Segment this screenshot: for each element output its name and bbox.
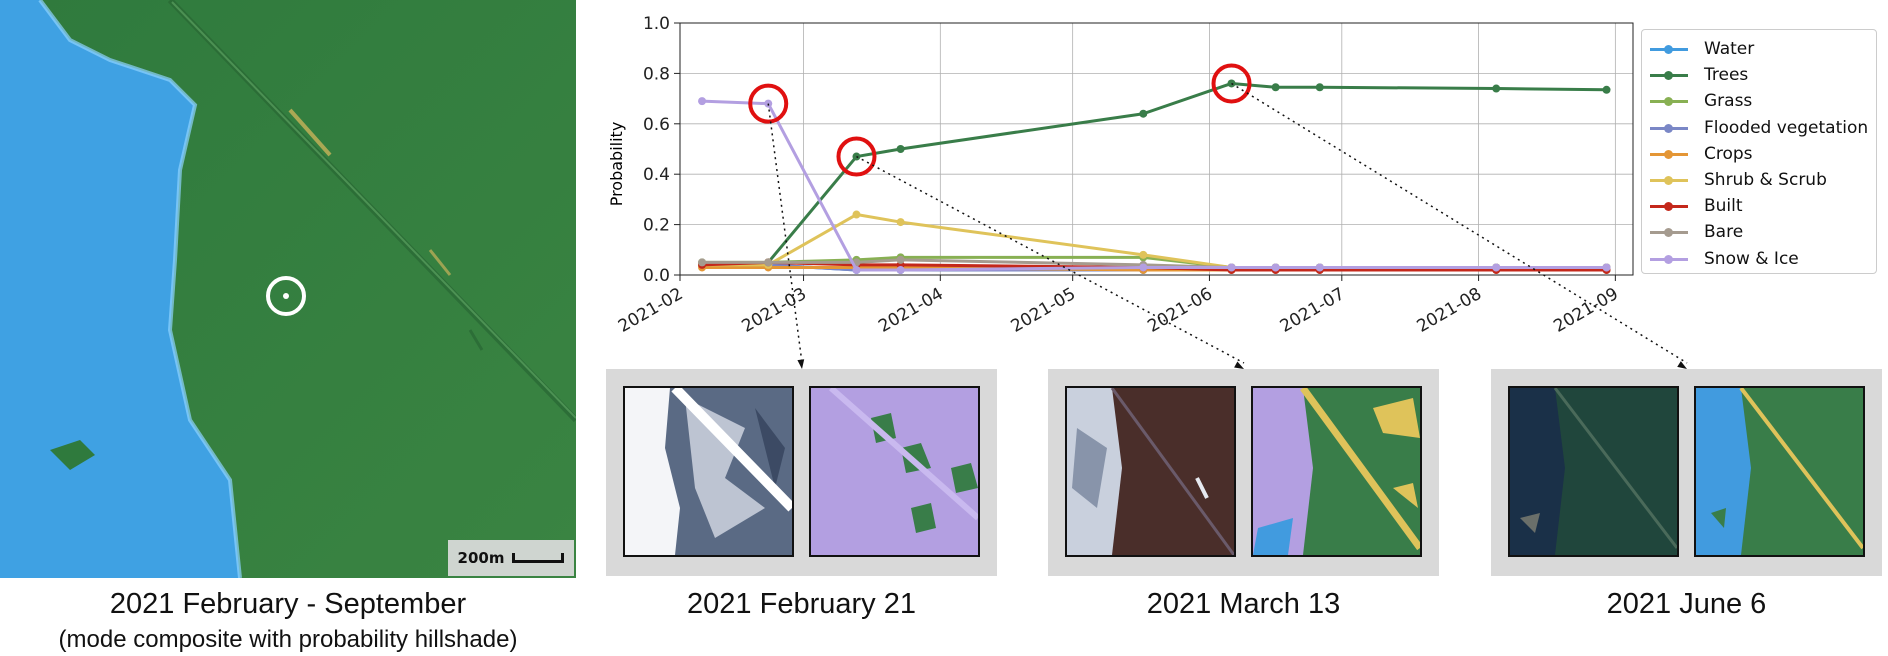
data-point: [1139, 263, 1148, 272]
legend-item: Flooded vegetation: [1642, 115, 1876, 141]
panel-jun-6: [1491, 369, 1882, 576]
chart-legend: Water Trees Grass Flooded vegetation Crops Sh…: [1641, 29, 1877, 274]
legend-item: Shrub & Scrub: [1642, 167, 1876, 193]
y-axis-label: Probability: [607, 122, 626, 207]
legend-label: Flooded vegetation: [1704, 117, 1869, 138]
lake-shore: [38, 0, 242, 578]
composite-map-image: [0, 0, 576, 578]
data-point: [1139, 109, 1148, 118]
legend-item: Water: [1642, 36, 1876, 62]
composite-map: 200m: [0, 0, 576, 578]
data-point: [896, 218, 905, 227]
data-point: [852, 265, 861, 274]
data-point: [1315, 83, 1324, 92]
main-map-caption: 2021 February - September: [109, 588, 467, 620]
legend-label: Water: [1704, 39, 1755, 60]
location-marker: [266, 276, 306, 316]
y-tick-label: 0.4: [643, 165, 670, 185]
legend-swatch-icon: [1650, 226, 1688, 238]
data-point: [896, 145, 905, 153]
data-point: [1227, 263, 1236, 272]
legend-swatch-icon: [1650, 95, 1688, 107]
legend-item: Snow & Ice: [1642, 246, 1876, 272]
leader-arrowhead: [1234, 361, 1244, 369]
data-point: [1492, 263, 1501, 272]
data-point: [896, 265, 905, 274]
mar-13-caption: 2021 March 13: [1146, 588, 1341, 620]
data-point: [852, 152, 861, 161]
leader-arrowhead: [1677, 361, 1687, 369]
highlight-circle: [1211, 63, 1252, 104]
legend-label: Crops: [1704, 143, 1753, 164]
legend-swatch-icon: [1650, 174, 1688, 186]
data-point: [896, 255, 905, 264]
legend-swatch-icon: [1650, 69, 1688, 81]
legend-swatch-icon: [1650, 200, 1688, 212]
plot-frame: [679, 22, 1634, 276]
y-tick-label: 0.8: [643, 64, 670, 84]
main-map-subcaption: (mode composite with probability hillsha…: [58, 626, 518, 653]
lake-area: [0, 0, 240, 578]
leader-line: [1231, 82, 1688, 364]
scale-bar-icon: [512, 553, 565, 563]
leader-line: [767, 103, 803, 364]
scale-bar: 200m: [448, 540, 574, 576]
series-line: [702, 99, 1607, 272]
data-point: [1315, 263, 1324, 272]
data-point: [1271, 83, 1280, 92]
y-tick-label: 0.2: [643, 216, 670, 236]
jun-6-classification-thumbnail: [1694, 386, 1865, 557]
feb-21-satellite-thumbnail: [623, 386, 794, 557]
y-tick-label: 0.6: [643, 115, 670, 135]
legend-item: Grass: [1642, 88, 1876, 114]
legend-label: Snow & Ice: [1704, 248, 1799, 269]
legend-item: Built: [1642, 193, 1876, 219]
legend-swatch-icon: [1650, 148, 1688, 160]
data-point: [698, 97, 707, 106]
legend-label: Bare: [1704, 222, 1744, 243]
feb-21-classification-thumbnail: [809, 386, 980, 557]
data-point: [1271, 263, 1280, 272]
panel-mar-13: [1048, 369, 1439, 576]
chart-series: [698, 79, 1611, 274]
legend-label: Trees: [1704, 65, 1749, 86]
highlight-circle: [836, 136, 877, 177]
data-point: [698, 258, 707, 267]
data-point: [852, 210, 861, 219]
y-tick-label: 0.0: [643, 266, 670, 286]
data-point: [1492, 84, 1501, 93]
scale-label: 200m: [457, 549, 505, 567]
legend-swatch-icon: [1650, 122, 1688, 134]
legend-label: Grass: [1704, 91, 1753, 112]
jun-6-caption: 2021 June 6: [1606, 588, 1767, 620]
legend-item: Bare: [1642, 219, 1876, 245]
series-line: [702, 81, 1607, 267]
jun-6-satellite-thumbnail: [1508, 386, 1679, 557]
data-point: [1139, 250, 1148, 259]
mar-13-classification-thumbnail: [1251, 386, 1422, 557]
panel-feb-21: [606, 369, 997, 576]
mar-13-satellite-thumbnail: [1065, 386, 1236, 557]
island: [50, 440, 95, 470]
legend-label: Built: [1704, 196, 1743, 217]
legend-swatch-icon: [1650, 43, 1688, 55]
chart-highlights: [748, 63, 1252, 177]
legend-label: Shrub & Scrub: [1704, 170, 1827, 191]
data-point: [1602, 85, 1611, 94]
legend-item: Trees: [1642, 62, 1876, 88]
y-tick-label: 1.0: [643, 14, 670, 34]
leader-arrowhead: [797, 359, 805, 369]
data-point: [764, 258, 773, 267]
feb-21-caption: 2021 February 21: [687, 588, 916, 620]
highlight-circle: [748, 83, 789, 124]
legend-swatch-icon: [1650, 253, 1688, 265]
leader-line: [856, 155, 1245, 364]
legend-item: Crops: [1642, 141, 1876, 167]
data-point: [1602, 263, 1611, 272]
